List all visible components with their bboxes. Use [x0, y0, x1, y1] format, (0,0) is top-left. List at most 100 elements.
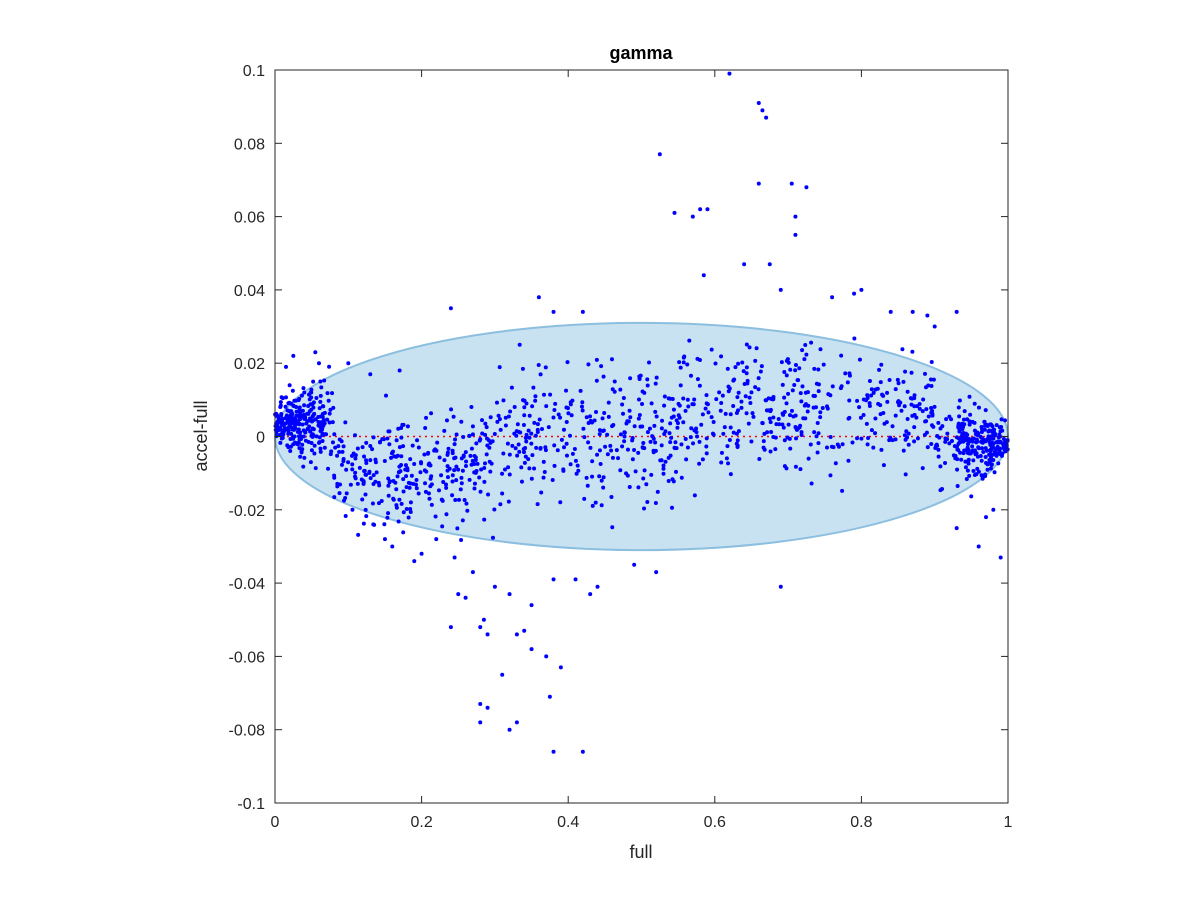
- data-point: [561, 467, 566, 472]
- data-point: [500, 491, 505, 496]
- data-point: [478, 702, 483, 707]
- data-point: [459, 537, 464, 542]
- data-point: [371, 473, 376, 478]
- data-point: [488, 469, 493, 474]
- data-point: [385, 436, 390, 441]
- data-point: [530, 404, 535, 409]
- data-point: [494, 400, 499, 405]
- data-point: [356, 532, 361, 537]
- data-point: [538, 446, 543, 451]
- data-point: [773, 447, 778, 452]
- data-point: [321, 418, 326, 423]
- data-point: [799, 432, 804, 437]
- data-point: [987, 458, 992, 463]
- data-point: [517, 342, 522, 347]
- data-point: [601, 475, 606, 480]
- data-point: [690, 214, 695, 219]
- data-point: [965, 468, 970, 473]
- data-point: [407, 485, 412, 490]
- data-point: [533, 394, 538, 399]
- data-point: [594, 357, 599, 362]
- data-point: [311, 379, 316, 384]
- data-point: [459, 419, 464, 424]
- data-point: [599, 478, 604, 483]
- data-point: [678, 365, 683, 370]
- data-point: [647, 426, 652, 431]
- data-point: [379, 498, 384, 503]
- data-point: [414, 477, 419, 482]
- data-point: [326, 466, 331, 471]
- data-point: [368, 443, 373, 448]
- data-point: [501, 398, 506, 403]
- data-point: [816, 367, 821, 372]
- data-point: [979, 430, 984, 435]
- data-point: [640, 424, 645, 429]
- data-point: [782, 370, 787, 375]
- data-point: [514, 429, 519, 434]
- data-point: [302, 416, 307, 421]
- data-point: [445, 452, 450, 457]
- data-point: [855, 436, 860, 441]
- data-point: [452, 442, 457, 447]
- data-point: [433, 514, 438, 519]
- x-tick-label: 1: [1004, 814, 1013, 831]
- data-point: [735, 395, 740, 400]
- data-point: [452, 555, 457, 560]
- data-point: [391, 496, 396, 501]
- data-point: [594, 410, 599, 415]
- data-point: [309, 448, 314, 453]
- data-point: [601, 485, 606, 490]
- data-point: [496, 413, 501, 418]
- data-point: [971, 468, 976, 473]
- data-point: [653, 409, 658, 414]
- data-point: [912, 412, 917, 417]
- data-point: [667, 431, 672, 436]
- x-tick-label: 0.6: [704, 814, 726, 831]
- data-point: [362, 454, 367, 459]
- data-point: [670, 396, 675, 401]
- data-point: [662, 403, 667, 408]
- data-point: [361, 479, 366, 484]
- data-point: [605, 452, 610, 457]
- data-point: [460, 468, 465, 473]
- data-point: [767, 262, 772, 267]
- data-point: [806, 403, 811, 408]
- data-point: [300, 422, 305, 427]
- data-point: [670, 505, 675, 510]
- data-point: [503, 423, 508, 428]
- data-point: [283, 404, 288, 409]
- data-point: [426, 491, 431, 496]
- data-point: [756, 181, 761, 186]
- data-point: [748, 401, 753, 406]
- data-point: [955, 484, 960, 489]
- data-point: [901, 379, 906, 384]
- data-point: [760, 108, 765, 113]
- data-point: [533, 433, 538, 438]
- data-point: [912, 393, 917, 398]
- data-point: [318, 393, 323, 398]
- data-point: [659, 443, 664, 448]
- data-point: [825, 406, 830, 411]
- data-point: [697, 439, 702, 444]
- data-point: [570, 398, 575, 403]
- data-point: [936, 420, 941, 425]
- data-point: [983, 454, 988, 459]
- data-point: [479, 467, 484, 472]
- data-point: [582, 435, 587, 440]
- data-point: [815, 421, 820, 426]
- data-point: [873, 431, 878, 436]
- data-point: [606, 400, 611, 405]
- data-point: [605, 432, 610, 437]
- data-point: [399, 426, 404, 431]
- data-point: [570, 451, 575, 456]
- data-point: [337, 491, 342, 496]
- data-point: [903, 472, 908, 477]
- data-point: [316, 414, 321, 419]
- data-point: [580, 309, 585, 314]
- data-point: [709, 347, 714, 352]
- data-point: [399, 463, 404, 468]
- data-point: [912, 396, 917, 401]
- data-point: [734, 441, 739, 446]
- data-point: [336, 444, 341, 449]
- data-point: [597, 428, 602, 433]
